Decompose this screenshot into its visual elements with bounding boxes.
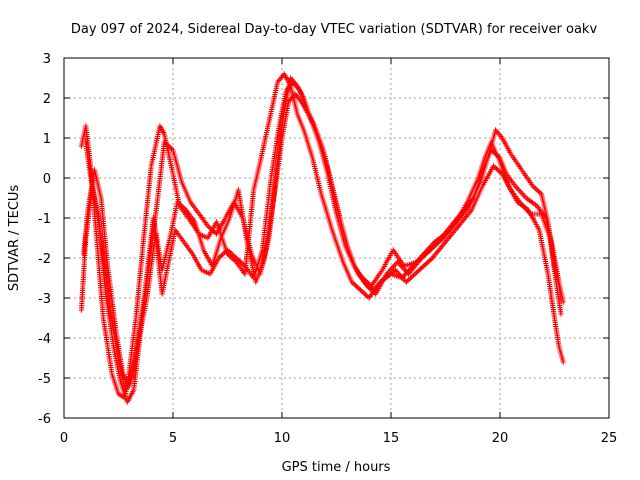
plot-frame bbox=[63, 57, 610, 419]
y-tick-label: 0 bbox=[43, 172, 51, 187]
x-tick-label: 20 bbox=[492, 431, 509, 446]
y-tick-label: 2 bbox=[43, 92, 51, 107]
x-tick-label: 10 bbox=[274, 431, 291, 446]
y-tick-label: -4 bbox=[38, 332, 51, 347]
y-tick-label: -5 bbox=[38, 372, 51, 387]
data-series bbox=[78, 71, 566, 405]
y-axis-label: SDTVAR / TECUs bbox=[7, 185, 22, 292]
y-tick-label: 3 bbox=[43, 52, 51, 67]
y-tick-label: -1 bbox=[38, 212, 51, 227]
y-tick-label: -3 bbox=[38, 292, 51, 307]
x-tick-label: 25 bbox=[601, 431, 618, 446]
x-tick-label: 5 bbox=[169, 431, 177, 446]
y-tick-label: -6 bbox=[38, 412, 51, 427]
series-track-d bbox=[83, 79, 564, 393]
y-tick-label: 1 bbox=[43, 132, 51, 147]
chart-title: Day 097 of 2024, Sidereal Day-to-day VTE… bbox=[71, 22, 598, 37]
x-axis-label: GPS time / hours bbox=[282, 460, 391, 475]
data-point bbox=[558, 311, 564, 317]
data-point bbox=[560, 359, 566, 365]
data-point bbox=[560, 299, 566, 305]
y-tick-label: -2 bbox=[38, 252, 51, 267]
x-tick-label: 15 bbox=[383, 431, 400, 446]
x-tick-label: 0 bbox=[60, 431, 68, 446]
axis-ticks: 0 5 10 15 20 25 -6 -5 -4 -3 -2 -1 0 1 2 3 bbox=[38, 52, 617, 446]
